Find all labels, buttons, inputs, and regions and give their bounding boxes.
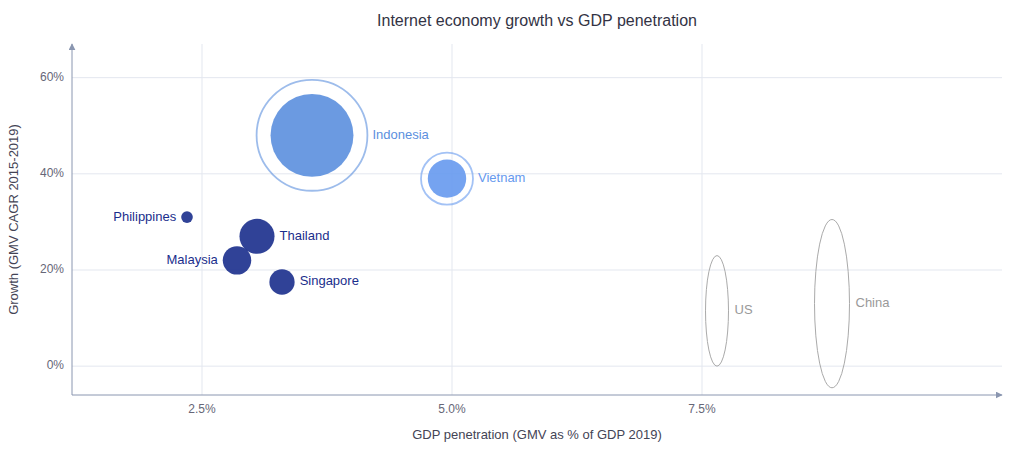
plot-area [181,80,849,388]
bubble [428,159,466,197]
tick-label: 20% [40,262,64,276]
x-axis-label: GDP penetration (GMV as % of GDP 2019) [412,427,662,442]
x-axis-line [72,395,1002,396]
bubble [181,211,193,223]
bubble [271,94,354,177]
reference-circle [706,256,729,367]
grid-line [72,173,1002,174]
bubble-ring [421,153,473,205]
grid-line [72,366,1002,367]
tick-label: 5.0% [438,402,466,416]
tick-label: 2.5% [188,402,216,416]
reference-circle [815,220,850,388]
bubble [269,269,294,294]
tick-label: 0% [47,358,65,372]
title: Internet economy growth vs GDP penetrati… [377,12,697,29]
point-label: Indonesia [372,127,429,142]
reference-label: US [735,302,753,317]
bubble [223,246,251,274]
tick-label: 40% [40,166,64,180]
point-label: Philippines [113,209,176,224]
chart: Internet economy growth vs GDP penetrati… [0,0,1024,451]
grid-line [72,269,1002,270]
tick-label: 7.5% [688,402,716,416]
point-label: Malaysia [166,252,218,267]
grid-line [452,44,453,395]
grid-line [702,44,703,395]
labels: Indonesia Vietnam Philippines Thailand Malay… [113,127,890,318]
reference-label: China [856,295,891,310]
y-axis-line [72,44,73,395]
grid-line [72,77,1002,78]
grid [72,44,1002,395]
grid-line [202,44,203,395]
bubble-ring [257,80,368,191]
tick-label: 60% [40,70,64,84]
point-label: Vietnam [478,170,525,185]
y-axis-label: Growth (GMV CAGR 2015-2019) [6,124,21,315]
point-label: Singapore [300,273,359,288]
point-label: Thailand [280,228,330,243]
